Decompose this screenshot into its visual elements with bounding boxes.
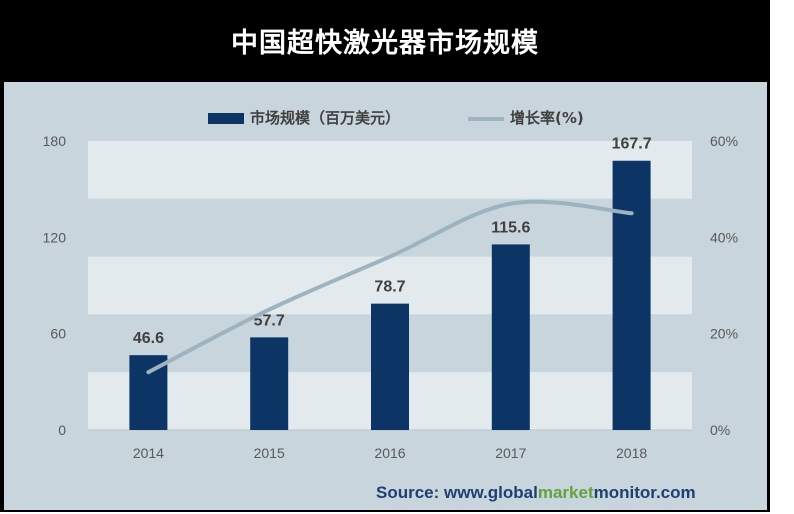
y-right-tick-label: 20% bbox=[710, 326, 738, 342]
bar-data-label: 57.7 bbox=[254, 312, 285, 329]
source-market: market bbox=[537, 483, 594, 502]
x-tick-label: 2014 bbox=[133, 445, 164, 461]
bar-data-label: 78.7 bbox=[374, 279, 405, 296]
x-tick-label: 2017 bbox=[495, 445, 526, 461]
bar-data-label: 46.6 bbox=[133, 330, 164, 347]
x-tick-label: 2018 bbox=[616, 445, 647, 461]
y-right-tick-label: 40% bbox=[710, 229, 738, 245]
source-monitor: monitor bbox=[593, 483, 656, 502]
y-right-tick-label: 0% bbox=[710, 422, 730, 438]
legend-bar-label: 市场规模（百万美元） bbox=[250, 109, 400, 127]
bar bbox=[612, 160, 651, 430]
y-right-tick-label: 60% bbox=[710, 133, 738, 149]
bar bbox=[371, 303, 409, 430]
x-tick-label: 2016 bbox=[374, 445, 405, 461]
chart-frame: 中国超快激光器市场规模 市场规模（百万美元） 增长率(%) 0 60 120 180 0% 2… bbox=[0, 0, 770, 512]
chart-svg: 市场规模（百万美元） 增长率(%) 0 60 120 180 0% 20% 40% 60% 46.6… bbox=[43, 109, 738, 461]
source-global: global bbox=[487, 483, 538, 502]
bar bbox=[491, 244, 530, 430]
growth-rate-line bbox=[146, 199, 634, 375]
bar-data-label: 167.7 bbox=[612, 136, 652, 153]
bar-data-label: 115.6 bbox=[491, 219, 530, 236]
y-left-tick-label: 120 bbox=[43, 229, 67, 245]
bar bbox=[250, 337, 289, 430]
legend-line-label: 增长率(%) bbox=[510, 109, 584, 127]
y-left-tick-label: 60 bbox=[50, 326, 66, 342]
grid-band bbox=[88, 141, 692, 199]
source-prefix: Source: www. bbox=[376, 483, 488, 502]
y-left-tick-label: 180 bbox=[43, 133, 67, 149]
source-credit: Source: www.globalmarketmonitor.com bbox=[376, 483, 696, 503]
plot-panel: 市场规模（百万美元） 增长率(%) 0 60 120 180 0% 20% 40% 60% 46.6… bbox=[4, 82, 767, 510]
x-tick-label: 2015 bbox=[254, 445, 285, 461]
legend-bar-swatch bbox=[208, 113, 244, 124]
source-suffix: .com bbox=[655, 483, 696, 502]
y-left-tick-label: 0 bbox=[58, 422, 66, 438]
chart-title: 中国超快激光器市场规模 bbox=[231, 27, 539, 59]
title-bar: 中国超快激光器市场规模 bbox=[0, 0, 770, 80]
